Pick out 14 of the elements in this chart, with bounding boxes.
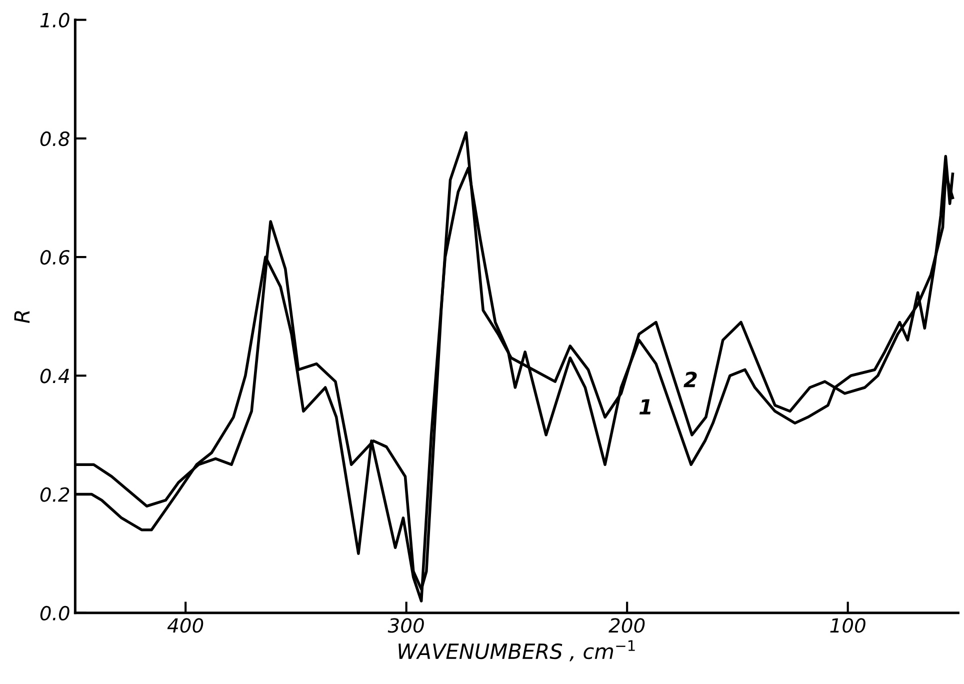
series-label: 2 (684, 372, 697, 388)
series-label: 1 (639, 399, 651, 414)
x-axis-title: WAVENUMBERS , cm$^{−1}$ (398, 640, 635, 662)
x-tick-label: 200 (608, 618, 645, 633)
x-tick-label: 400 (167, 618, 204, 633)
x-tick-label: 100 (830, 618, 866, 633)
y-tick-label: 0.0 (40, 606, 70, 621)
y-tick-label: 0.8 (40, 131, 70, 146)
y-tick-label: 0.6 (40, 250, 70, 265)
y-tick-label: 0.4 (40, 368, 69, 384)
y-tick-label: 0.2 (40, 487, 70, 502)
x-tick-label: 300 (388, 618, 424, 633)
y-axis-title: R (14, 311, 30, 324)
y-tick-label: 1.0 (40, 12, 70, 28)
